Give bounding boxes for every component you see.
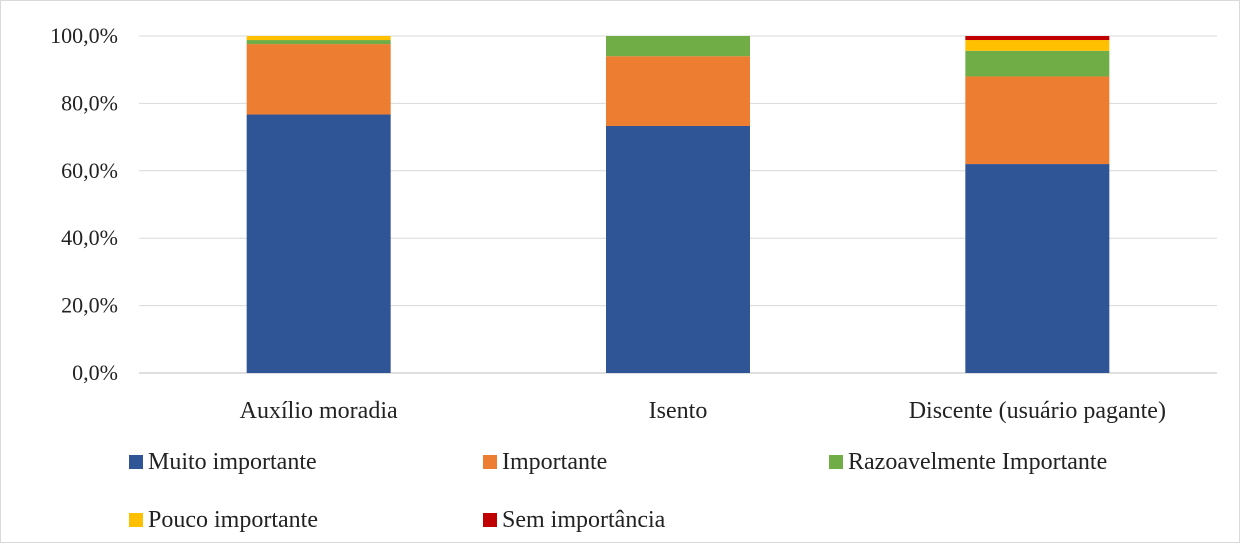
bar-segment <box>965 164 1110 373</box>
bars <box>246 36 1110 374</box>
legend-item: Razoavelmente Importante <box>829 447 1107 477</box>
legend-item: Importante <box>483 447 607 477</box>
bar-segment <box>246 44 391 115</box>
y-axis-tick-labels: 0,0% 20,0% 40,0% 60,0% 80,0% 100,0% <box>50 23 118 385</box>
bar-segment <box>965 40 1110 51</box>
bar-segment <box>606 125 750 373</box>
legend-item: Pouco importante <box>129 505 318 535</box>
y-tick-label: 80,0% <box>61 90 118 115</box>
legend-swatch <box>129 455 143 469</box>
stacked-bar-chart: 0,0% 20,0% 40,0% 60,0% 80,0% 100,0% Auxílio m… <box>50 23 1217 424</box>
legend-swatch <box>483 455 497 469</box>
legend-label: Sem importância <box>502 507 666 533</box>
bar-segment <box>965 76 1110 165</box>
y-tick-label: 40,0% <box>61 225 118 250</box>
bar-segment <box>246 40 391 45</box>
legend-label: Razoavelmente Importante <box>848 449 1108 475</box>
bar-segment <box>606 56 750 126</box>
bar-segment <box>246 114 391 374</box>
y-tick-label: 0,0% <box>72 360 118 385</box>
legend-swatch <box>829 455 843 469</box>
x-axis-category-labels: Auxílio moradia Isento Discente (usuário p… <box>240 398 1166 424</box>
bar-segment <box>965 50 1110 77</box>
legend-label: Importante <box>502 449 608 475</box>
x-category-label: Isento <box>649 398 708 424</box>
bar-segment <box>246 36 391 41</box>
x-category-label: Auxílio moradia <box>240 398 398 424</box>
bar-segment <box>606 36 750 57</box>
legend-swatch <box>483 513 497 527</box>
y-tick-label: 100,0% <box>50 23 118 48</box>
legend-label: Pouco importante <box>148 507 318 533</box>
legend-label: Muito importante <box>148 449 317 475</box>
legend-swatch <box>129 513 143 527</box>
y-tick-label: 60,0% <box>61 158 118 183</box>
x-category-label: Discente (usuário pagante) <box>909 398 1166 424</box>
legend-item: Sem importância <box>483 505 665 535</box>
bar-segment <box>965 36 1110 41</box>
y-tick-label: 20,0% <box>61 293 118 318</box>
legend-item: Muito importante <box>129 447 317 477</box>
